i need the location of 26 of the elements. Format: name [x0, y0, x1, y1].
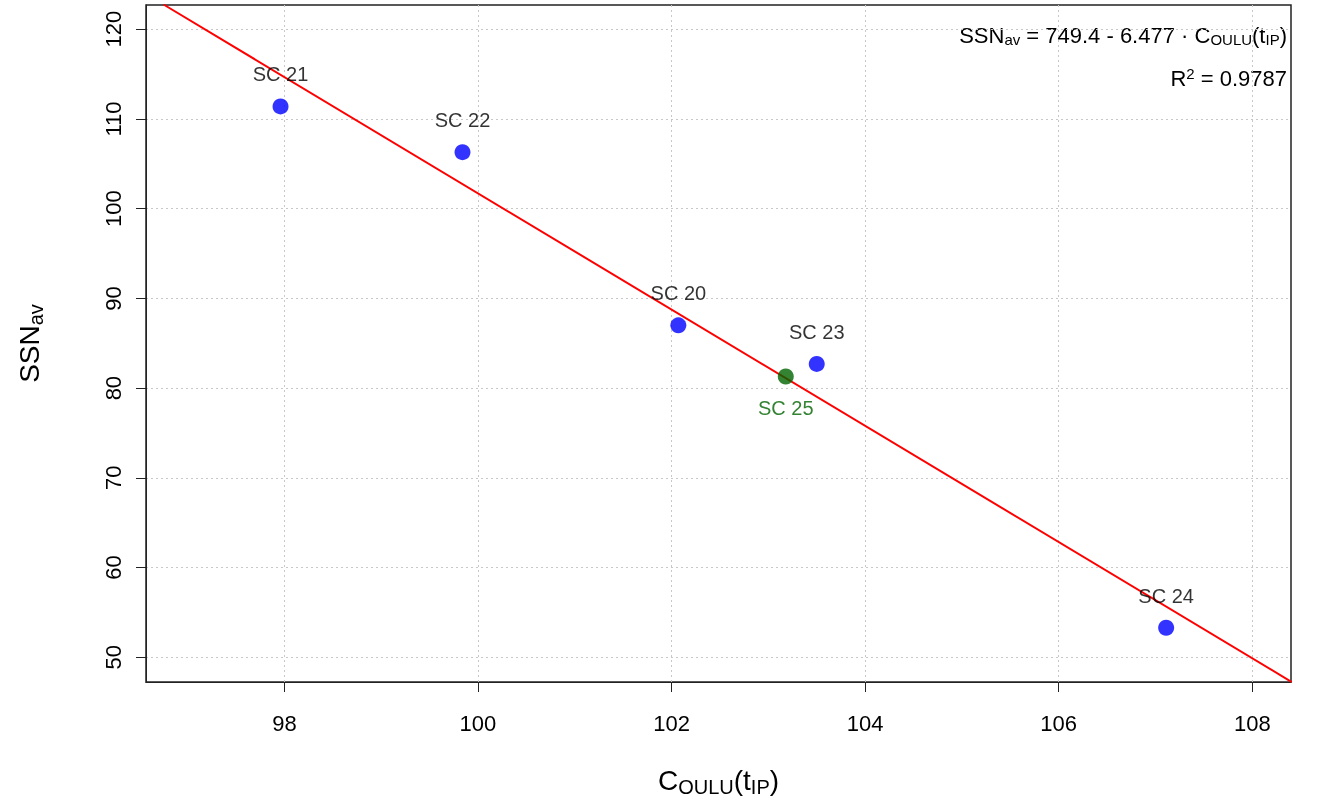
point — [808, 355, 825, 372]
y-tick-label: 80 — [100, 375, 126, 401]
x-tick-label: 106 — [1040, 710, 1078, 736]
x-tick-label: 108 — [1233, 710, 1271, 736]
y-tick-label: 60 — [100, 555, 126, 580]
x-tick-label: 98 — [272, 710, 297, 736]
x-tick-label: 100 — [459, 710, 497, 736]
series-label: SC 20 — [650, 282, 707, 305]
y-axis-title: SSNav — [14, 304, 47, 383]
point — [454, 144, 471, 161]
y-tick-label: 90 — [100, 286, 126, 311]
x-tick-label: 102 — [653, 710, 690, 736]
point — [777, 368, 794, 385]
series-label: SC 23 — [788, 320, 845, 343]
series-label: SC 22 — [434, 109, 491, 132]
y-tick-label: 110 — [100, 101, 126, 137]
series-label: SC 25 — [757, 397, 814, 420]
y-tick-label: 120 — [100, 10, 126, 48]
point — [670, 317, 687, 334]
point — [1158, 619, 1175, 636]
x-tick-label: 104 — [846, 710, 884, 736]
y-tick-label: 70 — [100, 465, 126, 491]
y-tick-label: 100 — [100, 190, 126, 228]
point — [272, 98, 289, 115]
series-label: SC 21 — [252, 63, 309, 86]
y-tick-label: 50 — [100, 645, 126, 670]
